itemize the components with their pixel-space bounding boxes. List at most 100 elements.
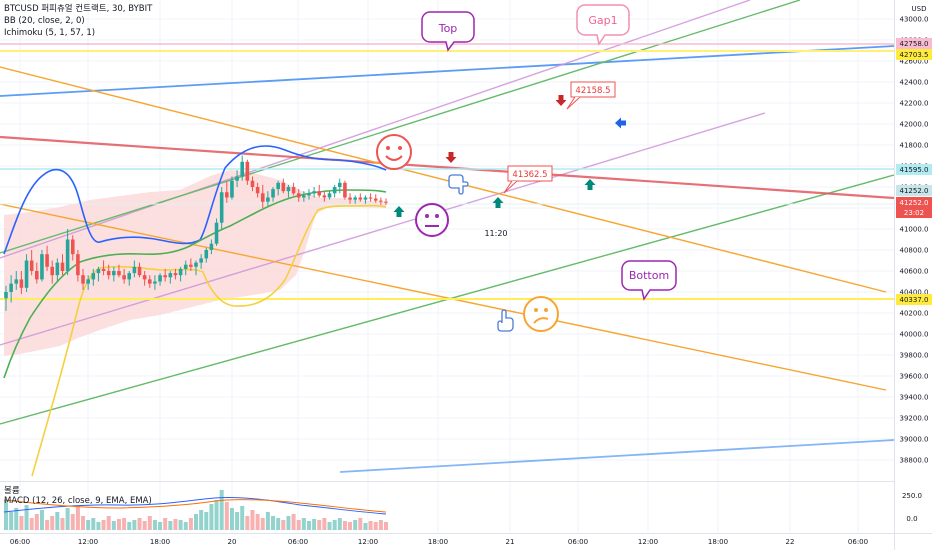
blue-trendline-top[interactable]	[0, 45, 895, 97]
candle-body	[132, 266, 137, 274]
sad-face-icon[interactable]	[523, 296, 559, 332]
y-tick-label: 40600.0	[900, 268, 929, 276]
volume-bar	[132, 520, 137, 530]
svg-text:42758.0: 42758.0	[900, 40, 929, 48]
candle-body	[45, 254, 49, 267]
pointing-up-hand-icon[interactable]	[497, 309, 514, 332]
volume-bar	[106, 516, 111, 530]
orange-trendline-lower[interactable]	[0, 203, 887, 391]
svg-text:42158.5: 42158.5	[575, 86, 610, 96]
candle-body	[286, 187, 291, 192]
candle-body	[281, 182, 286, 192]
green-trendline-upper[interactable]	[0, 0, 801, 254]
top-callout[interactable]: Top	[421, 11, 475, 52]
candle-body	[50, 266, 55, 276]
volume-legend[interactable]: 볼륨	[4, 486, 20, 496]
volume-bar	[250, 510, 255, 530]
candle-body	[379, 200, 383, 202]
volume-bar	[327, 522, 332, 530]
svg-text:Top: Top	[438, 22, 458, 35]
candle-body	[245, 161, 250, 181]
volume-bar	[317, 520, 322, 530]
volume-bar	[265, 512, 270, 530]
x-tick-label: 22	[786, 538, 795, 546]
up-arrow-icon[interactable]	[492, 197, 504, 208]
volume-bar	[142, 521, 147, 530]
volume-bar	[19, 516, 24, 530]
red-trendline[interactable]	[0, 135, 895, 200]
volume-bar	[337, 518, 342, 530]
y-tick-label: 43000.0	[900, 16, 929, 24]
candle-body	[4, 292, 8, 299]
candle-body	[9, 283, 13, 292]
y-tick-label: 40200.0	[900, 310, 929, 318]
candle-body	[158, 275, 162, 282]
volume-bar	[199, 510, 204, 530]
last-price-tag: 41252.0 23:02	[896, 197, 932, 218]
svg-text:23:02: 23:02	[904, 209, 924, 217]
candle-body	[81, 275, 85, 284]
x-tick-label: 06:00	[10, 538, 30, 546]
blue-trendline-bottom[interactable]	[339, 439, 895, 473]
volume-bar	[24, 505, 29, 530]
candle-body	[255, 187, 260, 194]
bollinger-legend[interactable]: BB (20, close, 2, 0)	[4, 16, 85, 26]
x-tick-label: 21	[506, 538, 515, 546]
candle-body	[96, 268, 101, 274]
volume-bar	[240, 506, 245, 530]
symbol-legend[interactable]: BTCUSD 퍼피츄얼 컨트랙트, 30, BYBIT	[4, 4, 153, 14]
violet-trendline-lower[interactable]	[0, 112, 766, 346]
down-arrow-icon[interactable]	[445, 152, 457, 163]
candle-body	[24, 260, 29, 288]
thumbs-down-hand-icon[interactable]	[448, 174, 469, 195]
volume-bar	[219, 490, 224, 530]
volume-bar	[116, 519, 121, 530]
candle-body	[127, 273, 132, 280]
x-tick-label: 06:00	[568, 538, 588, 546]
y-tick-label: 40000.0	[900, 331, 929, 339]
price-callout-41362[interactable]: 41362.5	[503, 165, 553, 194]
volume-bar	[111, 521, 116, 530]
macd-tick-label: 250.0	[902, 492, 922, 500]
volume-bar	[183, 522, 188, 530]
candle-body	[189, 264, 193, 267]
candle-body	[271, 189, 275, 198]
macd-legend[interactable]: MACD (12, 26, close, 9, EMA, EMA)	[4, 496, 152, 506]
candlestick-series[interactable]	[4, 155, 388, 311]
up-arrow-icon[interactable]	[393, 206, 405, 217]
neutral-face-icon[interactable]	[415, 203, 449, 237]
volume-bar	[342, 521, 347, 530]
time-axis[interactable]: 06:00 12:00 18:00 20 06:00 12:00 18:00 21 06:00 1…	[10, 538, 868, 546]
volume-bar	[70, 514, 75, 530]
candle-body	[137, 266, 142, 276]
price-callout-42158[interactable]: 42158.5	[566, 81, 616, 110]
volume-bar	[147, 516, 152, 530]
candle-body	[199, 258, 203, 263]
volume-bar	[229, 508, 234, 530]
candle-body	[276, 182, 280, 190]
volume-bars	[4, 490, 388, 530]
ichimoku-conversion-line	[3, 189, 387, 379]
down-arrow-icon[interactable]	[555, 95, 567, 106]
y-tick-label: 39600.0	[900, 373, 929, 381]
violet-trendline-upper[interactable]	[0, 0, 751, 259]
candle-body	[168, 273, 173, 278]
ichimoku-legend[interactable]: Ichimoku (5, 1, 57, 1)	[4, 28, 96, 38]
svg-text:Gap1: Gap1	[588, 14, 617, 27]
orange-trendline-upper[interactable]	[0, 66, 887, 293]
up-arrow-icon[interactable]	[584, 179, 596, 190]
price-axis[interactable]: 43000.042800.042600.042400.042200.042000…	[900, 16, 929, 465]
candle-body	[65, 239, 70, 271]
candle-body	[368, 197, 373, 199]
y-tick-label: 39200.0	[900, 415, 929, 423]
svg-text:41362.5: 41362.5	[512, 170, 547, 180]
x-tick-label: 18:00	[428, 538, 448, 546]
volume-bar	[168, 521, 173, 530]
volume-bar	[55, 512, 60, 530]
volume-bar	[14, 508, 19, 530]
gap1-callout[interactable]: Gap1	[576, 4, 630, 46]
left-arrow-icon[interactable]	[615, 117, 626, 129]
bottom-callout[interactable]: Bottom	[621, 260, 677, 301]
happy-face-icon[interactable]	[376, 134, 412, 170]
